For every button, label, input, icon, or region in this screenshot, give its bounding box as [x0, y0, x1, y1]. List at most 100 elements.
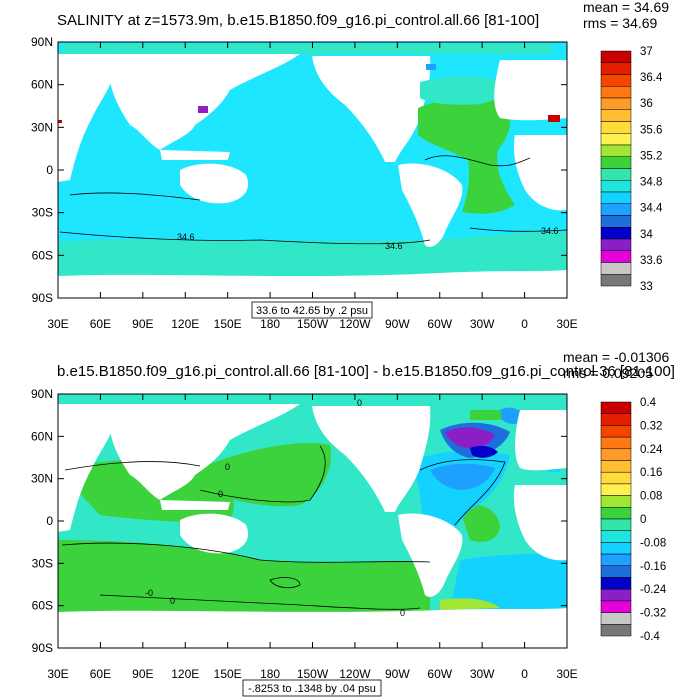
panel-2-atlantic-neg-strong	[430, 463, 495, 490]
colorbar-box	[600, 436, 632, 450]
panel-2-indonesia	[160, 500, 230, 510]
y-tick-label: 60S	[32, 248, 53, 262]
panel-1-indonesia	[160, 150, 230, 160]
x-tick-label: 90E	[132, 667, 153, 681]
colorbar-box	[600, 565, 632, 578]
colorbar-box	[600, 86, 632, 99]
panel-1-contour-b	[469, 227, 568, 232]
colorbar-box	[600, 109, 632, 122]
panel-1-australia	[180, 163, 249, 204]
panel-2-contour-label: 0	[400, 608, 405, 618]
panel-1-contour-a	[59, 231, 431, 245]
x-tick-label: 30W	[470, 317, 495, 331]
panel-2-antarctica	[58, 608, 567, 648]
colorbar-box	[600, 507, 632, 520]
colorbar-box	[600, 238, 632, 251]
panel-1: SALINITY at z=1573.9m, b.e15.B1850.f09_g…	[31, 0, 669, 331]
colorbar-box	[600, 448, 632, 461]
x-tick-label: 60W	[427, 317, 452, 331]
panel-1-japan-sea	[198, 106, 208, 113]
colorbar-label: -0.08	[640, 537, 666, 549]
panel-2-south-america	[398, 513, 463, 597]
colorbar-box	[600, 180, 632, 193]
panel-1-contour-label: 34.6	[385, 241, 403, 251]
colorbar-label: 0.32	[640, 420, 662, 432]
colorbar-label: 36	[640, 98, 653, 110]
colorbar-box	[600, 495, 632, 508]
y-tick-label: 60N	[31, 78, 53, 92]
panel-2-southern-green	[58, 540, 430, 615]
x-tick-label: 30W	[470, 667, 495, 681]
x-tick-label: 150W	[297, 317, 329, 331]
colorbar-box	[600, 74, 632, 87]
panel-1-map: 34.6 34.6 34.6	[57, 41, 568, 299]
y-tick-label: 90N	[31, 35, 53, 49]
colorbar-label: 34.8	[640, 177, 662, 189]
colorbar-label: 35.6	[640, 124, 662, 136]
panel-1-title: SALINITY at z=1573.9m, b.e15.B1850.f09_g…	[57, 12, 539, 29]
panel-2-contour-label: 0	[357, 398, 362, 408]
colorbar-label: 33	[640, 281, 653, 293]
panel-2-north-america	[312, 406, 431, 512]
colorbar-box	[600, 413, 632, 426]
y-tick-label: 30S	[32, 206, 53, 220]
panel-2-labrador-blue	[470, 445, 498, 458]
y-tick-label: 60N	[31, 429, 53, 443]
panel-2-mean: mean = -0.01306	[563, 349, 669, 365]
y-tick-label: 60S	[32, 599, 53, 613]
x-tick-label: 90W	[385, 317, 410, 331]
colorbar-label: 34.4	[640, 203, 663, 215]
y-tick-label: 90S	[32, 641, 53, 655]
colorbar-box	[600, 227, 632, 240]
colorbar-box	[600, 121, 632, 134]
panel-2-south-atlantic-green	[460, 505, 500, 542]
y-tick-label: 0	[46, 514, 53, 528]
panel-2-contour-label: -0	[145, 588, 153, 598]
colorbar-box	[600, 97, 632, 110]
panel-1-atlantic-high	[418, 98, 515, 214]
colorbar-box	[600, 144, 632, 157]
panel-2-contour-e	[99, 594, 421, 610]
colorbar-label: 37	[640, 46, 653, 58]
colorbar-label: 35.2	[640, 150, 662, 162]
colorbar-box	[600, 168, 632, 181]
colorbar-label: 0	[640, 514, 646, 526]
colorbar-box	[600, 542, 632, 555]
colorbar-box	[600, 133, 632, 146]
panel-1-africa-east	[513, 135, 567, 211]
colorbar-box	[600, 401, 632, 414]
x-tick-label: 150E	[214, 667, 242, 681]
panel-1-contour-note: 33.6 to 42.65 by .2 psu	[256, 305, 368, 317]
x-tick-label: 120E	[171, 317, 199, 331]
colorbar-label: -0.16	[640, 561, 666, 573]
x-tick-label: 150W	[297, 667, 329, 681]
panel-2-contour-d	[419, 459, 506, 526]
panel-2-labrador-purple	[445, 427, 495, 449]
colorbar-label: 0.08	[640, 491, 662, 503]
x-tick-label: 90W	[385, 667, 410, 681]
x-tick-label: 30E	[47, 317, 68, 331]
colorbar-label: 0.24	[640, 444, 663, 456]
colorbar-box	[600, 588, 632, 602]
panel-1-arctic-band	[62, 44, 552, 54]
colorbar-box	[600, 62, 632, 75]
panel-2-europe	[515, 410, 567, 471]
panel-1-africa	[58, 54, 118, 182]
x-tick-label: 120W	[339, 667, 371, 681]
x-tick-label: 120W	[339, 317, 371, 331]
panel-2-southern-yellowgreen	[440, 598, 500, 610]
colorbar-label: 34	[640, 229, 653, 241]
colorbar-box	[600, 250, 632, 263]
colorbar-box	[600, 425, 632, 438]
colorbar-box	[600, 460, 632, 473]
panel-2-title: b.e15.B1850.f09_g16.pi_control.all.66 [8…	[57, 363, 675, 380]
panel-2-x-axis: 30E 60E 90E 120E 150E 180 150W 120W 90W 60W 30W 0 30…	[47, 394, 578, 681]
x-tick-label: 30E	[556, 317, 577, 331]
panel-2-contour-f	[269, 577, 301, 589]
colorbar-label: -0.24	[640, 584, 667, 596]
x-tick-label: 150E	[214, 317, 242, 331]
colorbar-box	[600, 191, 632, 204]
y-tick-label: 30S	[32, 556, 53, 570]
panel-1-europe	[494, 60, 567, 121]
